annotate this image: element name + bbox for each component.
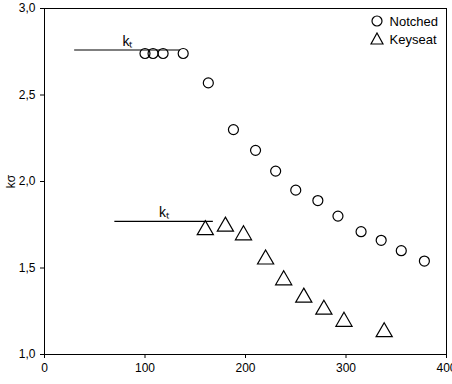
html-text:Keyseat: Keyseat <box>389 31 437 47</box>
svg-text:2,5: 2,5 <box>19 88 36 102</box>
svg-text:1,0: 1,0 <box>19 347 36 361</box>
svg-text:kσ: kσ <box>4 174 18 188</box>
svg-text:0: 0 <box>41 361 48 375</box>
svg-text:2,0: 2,0 <box>19 174 36 188</box>
svg-text:1,5: 1,5 <box>19 261 36 275</box>
svg-text:3,0: 3,0 <box>19 1 36 15</box>
svg-text:100: 100 <box>135 361 155 375</box>
svg-text:300: 300 <box>336 361 356 375</box>
html-text:Notched: Notched <box>389 13 438 29</box>
svg-text:400: 400 <box>436 361 452 375</box>
svg-text:kₜ: kₜ <box>122 33 133 49</box>
svg-text:200: 200 <box>235 361 255 375</box>
svg-text:kₜ: kₜ <box>159 204 170 220</box>
